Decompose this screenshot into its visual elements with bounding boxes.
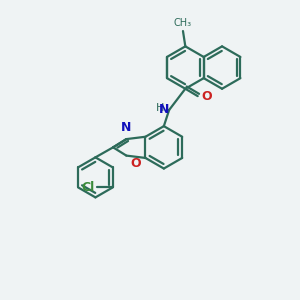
Text: CH₃: CH₃ (174, 18, 192, 28)
Text: O: O (131, 157, 141, 170)
Text: Cl: Cl (82, 181, 95, 194)
Text: O: O (202, 90, 212, 103)
Text: N: N (121, 121, 131, 134)
Text: H: H (155, 103, 164, 113)
Text: N: N (159, 103, 169, 116)
